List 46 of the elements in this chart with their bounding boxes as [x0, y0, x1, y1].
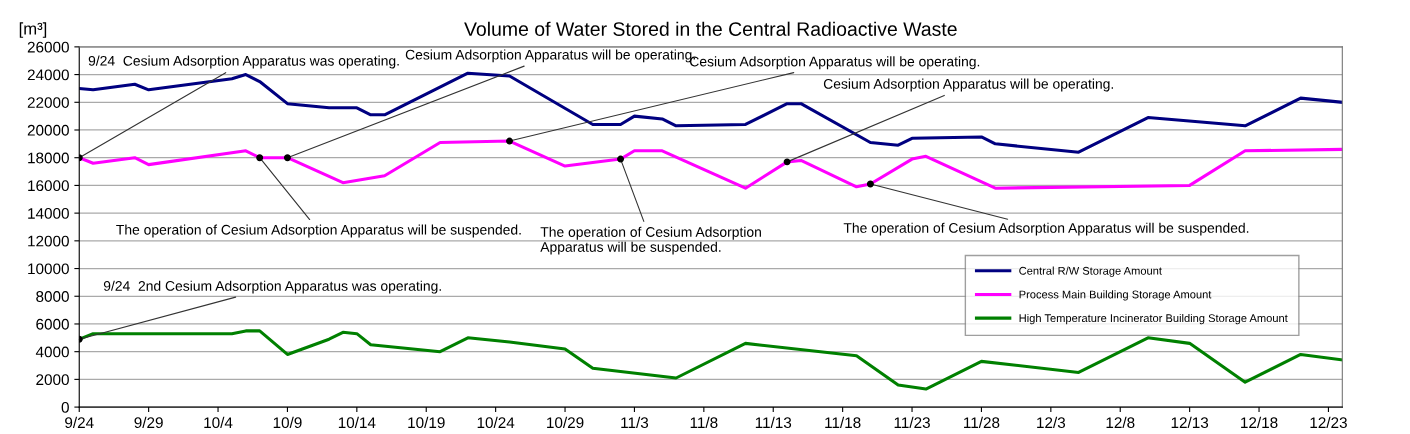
- line-series: [79, 329, 1343, 391]
- x-tick-label: 12/8: [1106, 416, 1135, 429]
- line-series: [79, 71, 1343, 154]
- x-tick-label: 9/24: [65, 416, 94, 429]
- chart-title: Volume of Water Stored in the Central Radioactive Waste: [464, 21, 957, 36]
- x-tick-label: 12/18: [1241, 416, 1278, 429]
- legend-label: High Temperature Incinerator Building Storage Amount: [1019, 313, 1288, 325]
- annotation: Cesium Adsorption Apparatus will be operating.: [823, 78, 1113, 92]
- y-tick-label: 4000: [35, 346, 69, 358]
- annotation: 9/24 Cesium Adsorption Apparatus was operating.: [88, 55, 399, 69]
- annotation: The operation of Cesium Adsorption Apparatus will be suspended.: [843, 222, 1249, 236]
- y-tick-label: 26000: [27, 41, 69, 53]
- y-tick-label: 8000: [36, 291, 69, 302]
- legend-label: Process Main Building Storage Amount: [1019, 290, 1212, 301]
- y-tick-label: 24000: [27, 69, 69, 81]
- x-tick-label: 11/3: [621, 416, 649, 429]
- y-tick-label: 22000: [27, 97, 69, 108]
- x-tick-label: 10/24: [477, 416, 515, 429]
- x-tick-label: 9/29: [134, 416, 163, 429]
- y-tick-label: 16000: [28, 180, 69, 192]
- y-tick-label: 0: [61, 401, 69, 413]
- y-tick-label: 10000: [28, 263, 69, 275]
- x-tick-label: 10/14: [338, 416, 376, 429]
- x-tick-label: 11/28: [964, 416, 1000, 429]
- x-tick-label: 10/4: [204, 416, 233, 429]
- x-tick-label: 11/23: [894, 416, 930, 429]
- legend-label: Central R/W Storage Amount: [1019, 266, 1162, 277]
- x-tick-label: 11/8: [690, 416, 718, 429]
- y-tick-label: 18000: [28, 152, 69, 164]
- x-tick-label: 12/23: [1310, 416, 1347, 429]
- x-tick-label: 10/29: [547, 416, 584, 429]
- y-tick-label: 6000: [36, 318, 69, 330]
- annotation: 9/24 2nd Cesium Adsorption Apparatus was operating.: [103, 280, 441, 294]
- x-tick-label: 12/13: [1171, 416, 1209, 429]
- y-tick-label: 14000: [28, 208, 69, 219]
- x-tick-label: 10/19: [408, 416, 445, 429]
- x-tick-label: 11/13: [755, 416, 792, 429]
- y-tick-label: 12000: [28, 235, 69, 247]
- y-axis-title: [m³]: [19, 22, 47, 38]
- x-tick-label: 12/3: [1037, 416, 1066, 429]
- y-tick-label: 20000: [27, 124, 69, 136]
- x-tick-label: 11/18: [825, 416, 861, 429]
- annotation: The operation of Cesium Adsorption Apparatus will be suspended.: [116, 224, 521, 238]
- y-tick-label: 2000: [36, 374, 69, 386]
- annotation: The operation of Cesium Adsorption Apparatus will be suspended.: [540, 226, 761, 255]
- x-tick-label: 10/9: [273, 416, 302, 429]
